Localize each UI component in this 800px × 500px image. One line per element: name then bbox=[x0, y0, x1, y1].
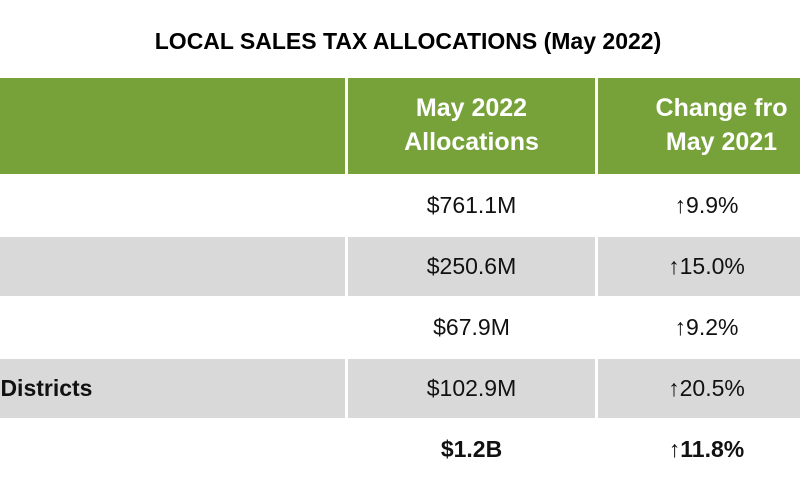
header-label-cell bbox=[0, 78, 348, 174]
row-allocation: $102.9M bbox=[348, 359, 598, 418]
row-allocation: $1.2B bbox=[348, 420, 598, 479]
table-row: $761.1M ↑9.9% bbox=[0, 176, 800, 237]
row-allocation: $250.6M bbox=[348, 237, 598, 296]
table-total-row: $1.2B ↑11.8% bbox=[0, 420, 800, 481]
table-row: $67.9M ↑9.2% bbox=[0, 298, 800, 359]
table-header-row: May 2022 Allocations Change fro May 2021 bbox=[0, 78, 800, 176]
row-allocation: $761.1M bbox=[348, 176, 598, 235]
row-change: ↑20.5% bbox=[598, 359, 800, 418]
allocations-table: May 2022 Allocations Change fro May 2021… bbox=[0, 78, 800, 481]
chart-title: LOCAL SALES TAX ALLOCATIONS (May 2022) bbox=[154, 28, 662, 54]
row-label bbox=[0, 298, 348, 357]
header-change-line2: May 2021 bbox=[665, 128, 778, 156]
table-row: $250.6M ↑15.0% bbox=[0, 237, 800, 298]
header-allocations-cell: May 2022 Allocations bbox=[348, 78, 598, 174]
header-change-line1: Change fro bbox=[655, 94, 788, 123]
row-label: g Districts bbox=[0, 359, 348, 418]
header-allocations-line1: May 2022 bbox=[415, 94, 528, 123]
row-label bbox=[0, 237, 348, 296]
row-change: ↑11.8% bbox=[598, 420, 800, 479]
table-row: g Districts $102.9M ↑20.5% bbox=[0, 359, 800, 420]
header-change-cell: Change fro May 2021 bbox=[598, 78, 800, 174]
row-label bbox=[0, 176, 348, 235]
row-allocation: $67.9M bbox=[348, 298, 598, 357]
row-change: ↑15.0% bbox=[598, 237, 800, 296]
row-change: ↑9.2% bbox=[598, 298, 800, 357]
row-label bbox=[0, 420, 348, 479]
header-allocations-line2: Allocations bbox=[404, 128, 539, 156]
row-change: ↑9.9% bbox=[598, 176, 800, 235]
